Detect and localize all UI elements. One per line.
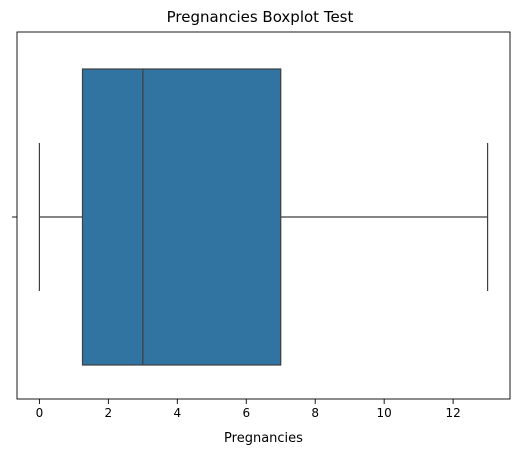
x-tick-label: 10 [377, 406, 392, 420]
chart-title: Pregnancies Boxplot Test [167, 8, 354, 26]
x-axis-label: Pregnancies [224, 431, 303, 446]
x-tick-label: 6 [242, 406, 250, 420]
x-tick-label: 8 [311, 406, 319, 420]
x-tick-label: 4 [173, 406, 181, 420]
x-axis-ticks: 0 2 4 6 8 10 12 [36, 399, 461, 420]
x-tick-label: 12 [445, 406, 460, 420]
plot-area [38, 68, 489, 366]
x-tick-label: 2 [105, 406, 113, 420]
plot-frame [16, 31, 511, 400]
x-tick-label: 0 [36, 406, 44, 420]
interquartile-box [81, 68, 282, 366]
